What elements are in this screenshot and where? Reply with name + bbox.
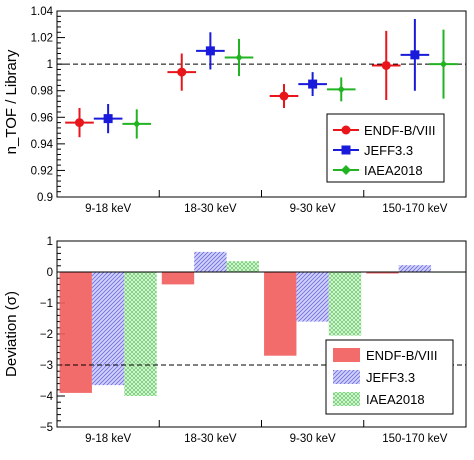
top-y-tick-label: 0.96 [31, 112, 53, 124]
bottom-legend-label-iaea: IAEA2018 [366, 392, 425, 407]
top-y-tick-label: 0.94 [31, 139, 54, 151]
bottom-legend-entry-endf: ENDF-B/VIII [333, 348, 438, 363]
top-panel: n_TOF / Library 0.9 0.92 0.94 0.96 0.98 1 1.02… [3, 6, 467, 215]
top-y-tick-label: 0.92 [31, 165, 53, 177]
data-point-square [103, 114, 113, 124]
bottom-x-tick-label: 150-170 keV [382, 433, 448, 445]
bar-solid [59, 272, 92, 393]
bar-solid [161, 272, 195, 285]
bar-solid [366, 272, 399, 274]
top-data-points [65, 18, 458, 139]
top-y-axis-label: n_TOF / Library [3, 49, 20, 154]
top-plot-frame [56, 10, 467, 198]
top-y-tick-label: 1.04 [31, 6, 54, 18]
bottom-panel: Deviation (σ) −5 −4 −3 −2 −1 0 1 9-18 keV 18-30… [3, 236, 467, 445]
bottom-y-tick-label: 0 [47, 267, 53, 279]
legend-swatch-crosshatched [333, 392, 360, 406]
top-category-dividers [158, 190, 365, 197]
bottom-y-tick-label: −4 [40, 391, 54, 403]
top-x-tick-label: 150-170 keV [382, 203, 448, 215]
bottom-y-tick-label: −5 [40, 422, 53, 434]
bar-hatched [194, 251, 227, 272]
top-x-tick-label: 9-18 keV [85, 203, 131, 215]
data-point-diamond [235, 53, 243, 62]
data-point-square [410, 50, 420, 60]
data-point-circle [74, 118, 84, 128]
data-point-circle [177, 67, 187, 77]
bottom-legend-label-jeff: JEFF3.3 [366, 370, 415, 385]
top-y-tick-label: 1 [47, 59, 53, 71]
bottom-x-ticks: 9-18 keV 18-30 keV 9-30 keV 150-170 keV [85, 433, 448, 445]
bottom-legend-label-endf: ENDF-B/VIII [366, 348, 438, 363]
top-y-tick-label: 0.98 [31, 86, 53, 98]
bottom-legend-entry-jeff: JEFF3.3 [333, 370, 415, 385]
top-y-tick-label: 1.02 [31, 33, 53, 45]
bottom-x-tick-label: 9-30 keV [290, 433, 336, 445]
bottom-legend-entry-iaea: IAEA2018 [333, 392, 425, 407]
top-y-tick-label: 0.9 [37, 192, 53, 204]
top-legend-entry-endf: ENDF-B/VIII [333, 123, 436, 138]
data-point-circle [279, 91, 289, 101]
data-point-circle [381, 60, 391, 70]
bottom-y-tick-label: 1 [47, 236, 53, 248]
bar-crosshatched [226, 261, 259, 272]
legend-swatch-solid [333, 348, 360, 362]
data-point-diamond [337, 85, 345, 94]
bottom-y-tick-label: −2 [40, 329, 53, 341]
bottom-y-tick-label: −3 [40, 360, 53, 372]
data-point-diamond [440, 60, 448, 69]
legend-swatch-hatched [333, 370, 360, 384]
bottom-y-tick-label: −1 [40, 298, 53, 310]
top-y-ticks: 0.9 0.92 0.94 0.96 0.98 1 1.02 1.04 [31, 6, 65, 204]
legend-diamond-marker [341, 165, 351, 175]
top-x-tick-label: 9-30 keV [290, 203, 336, 215]
bottom-plot-frame [56, 240, 467, 428]
top-x-tick-label: 18-30 keV [184, 203, 237, 215]
top-legend-entry-iaea: IAEA2018 [333, 163, 423, 178]
bottom-y-axis-label: Deviation (σ) [3, 291, 20, 377]
bottom-x-tick-label: 18-30 keV [184, 433, 237, 445]
bar-hatched [91, 272, 125, 386]
data-point-square [308, 79, 318, 89]
bar-hatched [296, 272, 329, 322]
bar-hatched [398, 265, 432, 272]
top-legend: ENDF-B/VIII JEFF3.3 IAEA2018 [326, 113, 445, 183]
bar-crosshatched [328, 272, 362, 336]
top-legend-label-iaea: IAEA2018 [364, 163, 423, 178]
data-point-square [205, 46, 215, 56]
top-x-ticks: 9-18 keV 18-30 keV 9-30 keV 150-170 keV [85, 203, 448, 215]
bar-crosshatched [124, 272, 157, 396]
bottom-bars [59, 251, 464, 396]
top-legend-label-endf: ENDF-B/VIII [364, 123, 436, 138]
legend-circle-marker [341, 125, 351, 135]
top-legend-entry-jeff: JEFF3.3 [333, 143, 413, 158]
bar-solid [264, 272, 297, 356]
bottom-category-dividers [158, 420, 365, 427]
bottom-legend: ENDF-B/VIII JEFF3.3 IAEA2018 [325, 339, 454, 415]
legend-square-marker [341, 145, 351, 155]
data-point-diamond [133, 119, 141, 128]
bottom-x-tick-label: 9-18 keV [85, 433, 131, 445]
bottom-y-ticks: −5 −4 −3 −2 −1 0 1 [40, 236, 65, 434]
top-legend-label-jeff: JEFF3.3 [364, 143, 413, 158]
